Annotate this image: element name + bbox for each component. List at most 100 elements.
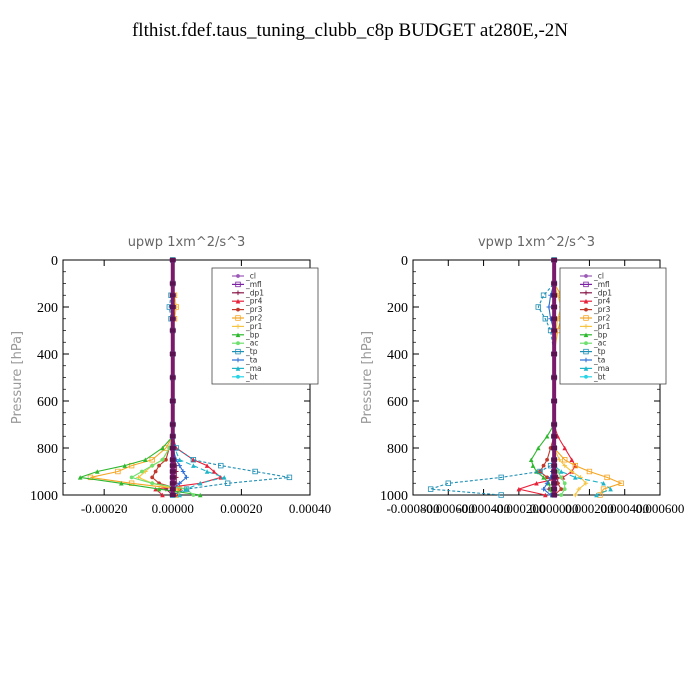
- x-tick-label: 0.00000: [152, 501, 194, 516]
- chart-title: vpwp 1xm^2/s^3: [478, 235, 595, 250]
- data-point: [119, 480, 124, 486]
- x-tick-label: 0.000200: [565, 501, 614, 516]
- legend-label: _pr2: [245, 314, 263, 323]
- data-point: [540, 292, 547, 298]
- legend-marker: [235, 281, 241, 288]
- data-point: [191, 457, 196, 463]
- legend-label: _pr1: [593, 322, 611, 331]
- legend-label: _bt: [245, 372, 258, 381]
- profile-marker: [551, 316, 558, 321]
- data-point: [618, 480, 624, 486]
- data-point: [140, 469, 144, 474]
- data-point: [177, 492, 182, 498]
- x-tick-label: -0.000800: [386, 501, 439, 516]
- data-point: [191, 493, 196, 497]
- legend-label: _pr3: [593, 305, 611, 314]
- profile-marker: [169, 281, 176, 286]
- legend-box: [559, 267, 667, 385]
- legend-marker: [583, 315, 589, 321]
- data-point: [211, 469, 217, 474]
- y-tick-label: 800: [387, 442, 408, 457]
- legend-label: _tp: [245, 347, 258, 356]
- data-point: [164, 457, 168, 462]
- legend-label: _cl: [593, 272, 604, 281]
- data-point: [562, 487, 567, 492]
- profile-marker: [551, 328, 558, 333]
- data-point: [601, 480, 606, 486]
- legend-marker: [236, 374, 240, 379]
- profile-marker: [551, 463, 558, 468]
- data-point: [535, 304, 541, 310]
- legend-marker: [235, 357, 241, 363]
- data-point: [197, 492, 203, 498]
- data-point: [160, 492, 165, 498]
- data-point: [541, 463, 546, 468]
- data-point: [427, 486, 434, 492]
- data-point: [573, 492, 578, 498]
- data-point: [252, 468, 258, 475]
- profile-marker: [169, 493, 176, 497]
- data-point: [184, 475, 189, 480]
- legend-marker: [583, 324, 589, 329]
- profile-marker: [551, 446, 558, 450]
- y-tick-label: 200: [37, 301, 58, 316]
- data-point: [204, 463, 210, 468]
- data-point: [115, 468, 121, 475]
- data-point: [150, 481, 155, 486]
- legend-marker: [584, 274, 588, 278]
- legend-label: _pr3: [245, 305, 263, 314]
- data-point: [150, 463, 155, 468]
- data-point: [546, 304, 552, 310]
- x-tick-label: -0.00020: [81, 501, 128, 516]
- data-point: [544, 480, 550, 486]
- profile-marker: [551, 469, 558, 474]
- profile-marker: [169, 305, 176, 309]
- series-pr2: [87, 257, 183, 498]
- data-point: [569, 457, 575, 463]
- profile-marker: [551, 457, 558, 462]
- x-tick-label: -0.000200: [492, 501, 545, 516]
- data-point: [153, 469, 158, 474]
- data-point: [559, 493, 564, 497]
- profile-marker: [169, 446, 176, 450]
- data-point: [286, 474, 293, 481]
- profile-marker: [551, 375, 558, 380]
- data-point: [608, 486, 613, 492]
- data-point: [177, 463, 182, 468]
- legend-marker: [235, 332, 241, 338]
- profile-marker: [169, 475, 176, 480]
- data-point: [594, 492, 599, 498]
- legend-marker: [236, 307, 240, 312]
- data-point: [576, 486, 582, 492]
- profile-marker: [169, 375, 176, 380]
- x-tick-label: 0.000400: [600, 501, 649, 516]
- data-point: [528, 457, 534, 463]
- y-tick-label: 400: [387, 348, 408, 363]
- data-point: [184, 486, 189, 492]
- legend-label: _cl: [245, 272, 256, 281]
- profile-marker: [551, 434, 558, 439]
- legend: _cl_mfl_dp1_pr4_pr3_pr2_pr1_bp_ac_tp_ta_…: [559, 267, 667, 385]
- series-line: [430, 260, 555, 496]
- legend-label: _ma: [245, 364, 262, 373]
- data-point: [445, 480, 451, 486]
- data-point: [559, 487, 564, 492]
- legend-label: _ta: [593, 356, 605, 365]
- data-point: [122, 463, 128, 468]
- data-point: [156, 486, 162, 492]
- legend-label: _pr2: [593, 314, 611, 323]
- data-point: [559, 475, 564, 480]
- legend-label: _pr4: [245, 297, 263, 306]
- legend-label: _ac: [593, 339, 606, 348]
- series-bp: [77, 257, 203, 498]
- y-tick-label: 200: [387, 301, 408, 316]
- data-point: [541, 475, 546, 480]
- profile-marker: [169, 463, 176, 468]
- y-tick-label: 600: [37, 395, 58, 410]
- data-point: [153, 486, 158, 492]
- x-tick-label: 0.00040: [289, 501, 331, 516]
- legend-label: _ac: [245, 339, 258, 348]
- profile-marker: [551, 422, 558, 427]
- data-point: [218, 475, 224, 480]
- legend-marker: [583, 332, 589, 338]
